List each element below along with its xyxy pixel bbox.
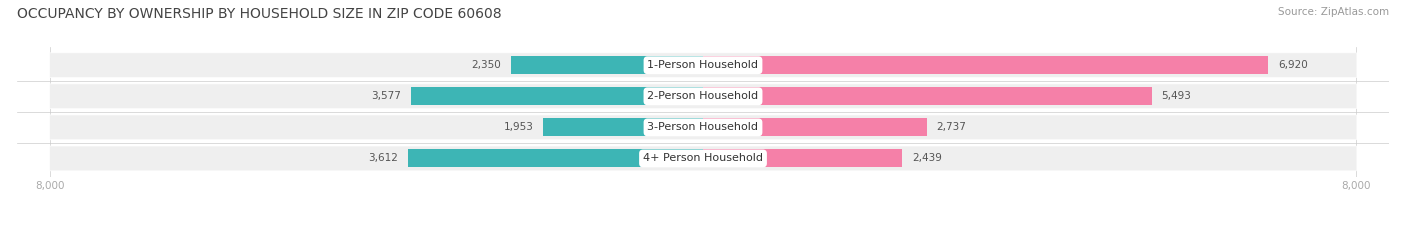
Text: 5,493: 5,493: [1161, 91, 1191, 101]
Text: 6,920: 6,920: [1278, 60, 1308, 70]
Bar: [703, 118, 927, 136]
Text: 2,439: 2,439: [912, 154, 942, 163]
Text: 1-Person Household: 1-Person Household: [648, 60, 758, 70]
Text: 3,577: 3,577: [371, 91, 401, 101]
Bar: [544, 118, 703, 136]
Text: OCCUPANCY BY OWNERSHIP BY HOUSEHOLD SIZE IN ZIP CODE 60608: OCCUPANCY BY OWNERSHIP BY HOUSEHOLD SIZE…: [17, 7, 502, 21]
Text: 3,612: 3,612: [368, 154, 398, 163]
Bar: [408, 149, 703, 168]
Text: 4+ Person Household: 4+ Person Household: [643, 154, 763, 163]
Text: 2,737: 2,737: [936, 122, 966, 132]
Bar: [703, 149, 903, 168]
Text: 2,350: 2,350: [471, 60, 502, 70]
FancyBboxPatch shape: [49, 146, 1357, 171]
Bar: [703, 56, 1268, 74]
FancyBboxPatch shape: [49, 84, 1357, 109]
Text: 2-Person Household: 2-Person Household: [647, 91, 759, 101]
FancyBboxPatch shape: [49, 115, 1357, 140]
Bar: [510, 56, 703, 74]
Bar: [411, 87, 703, 105]
Text: 3-Person Household: 3-Person Household: [648, 122, 758, 132]
FancyBboxPatch shape: [49, 53, 1357, 78]
Bar: [703, 87, 1152, 105]
Text: 1,953: 1,953: [503, 122, 534, 132]
Text: Source: ZipAtlas.com: Source: ZipAtlas.com: [1278, 7, 1389, 17]
